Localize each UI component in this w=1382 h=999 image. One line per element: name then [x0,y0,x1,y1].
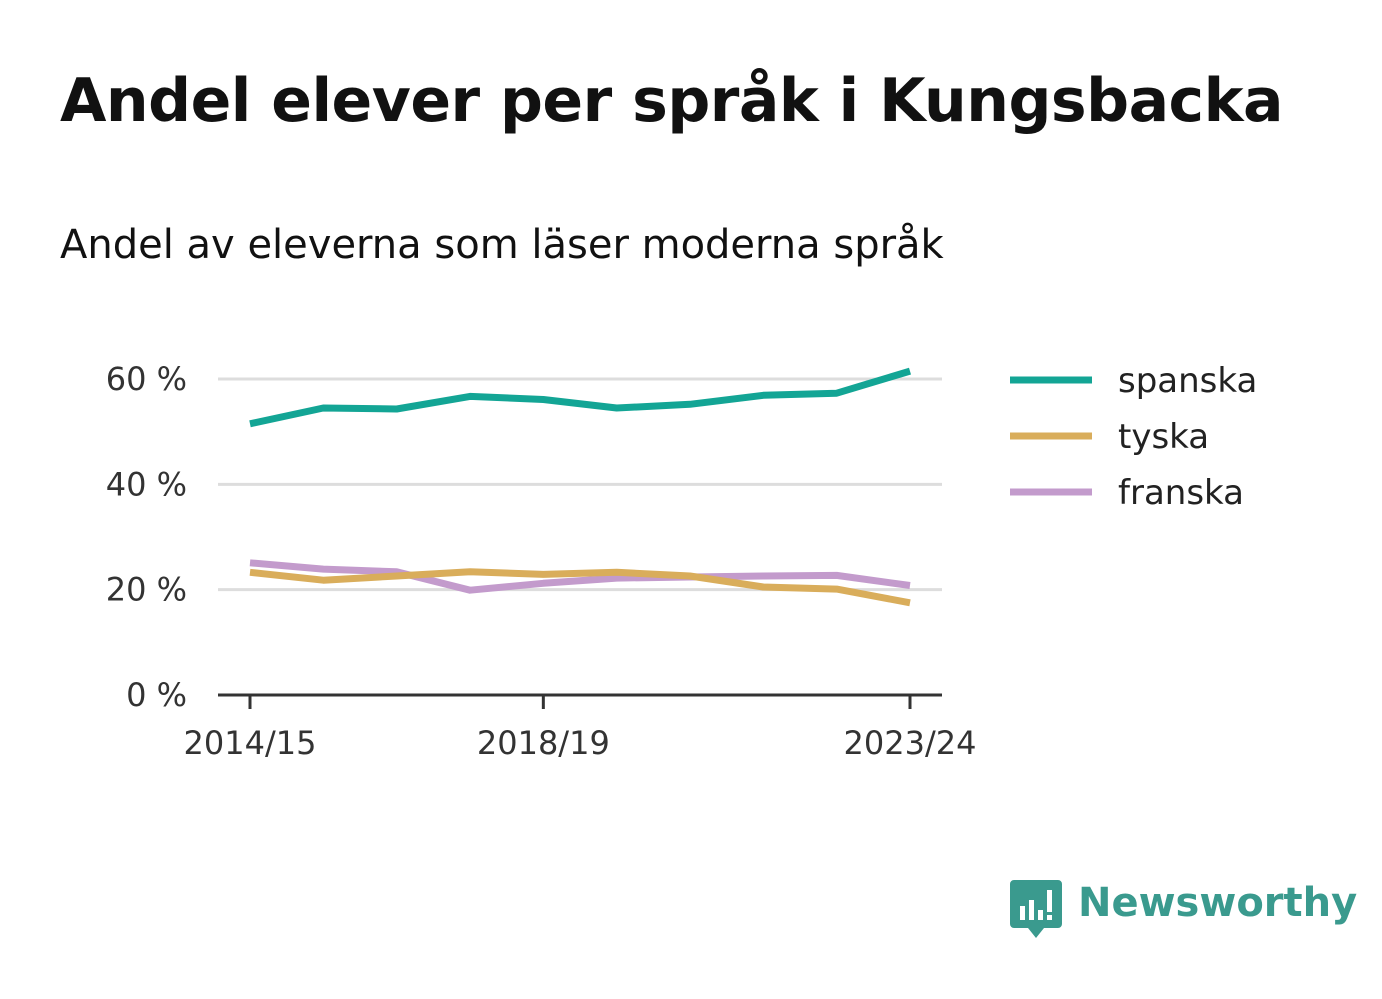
legend-label-spanska: spanska [1118,361,1257,401]
series-line-spanska [249,367,912,428]
series-line-tyska [249,568,911,607]
x-tick-label: 2023/24 [844,724,977,762]
legend-label-tyska: tyska [1118,417,1209,457]
axes: 0 % 20 % 40 % 60 % 2014/15 2018/19 2023/24 [106,360,977,762]
series-lines [249,367,912,607]
y-tick-label: 0 % [126,676,187,714]
y-tick-label: 60 % [106,360,187,398]
chart-speech-bubble-icon [1010,880,1062,938]
x-tick-label: 2018/19 [477,724,610,762]
x-tick-label: 2014/15 [184,724,317,762]
chart-subtitle: Andel av eleverna som läser moderna språ… [60,222,944,268]
brand-name: Newsworthy [1078,880,1358,926]
legend-label-franska: franska [1118,473,1244,513]
chart-title: Andel elever per språk i Kungsbacka [60,66,1284,136]
y-tick-label: 40 % [106,465,187,503]
legend: spanska tyska franska [1010,361,1257,513]
newsworthy-logo: Newsworthy [1010,878,1357,942]
y-tick-label: 20 % [106,571,187,609]
series-line-franska [249,559,911,594]
